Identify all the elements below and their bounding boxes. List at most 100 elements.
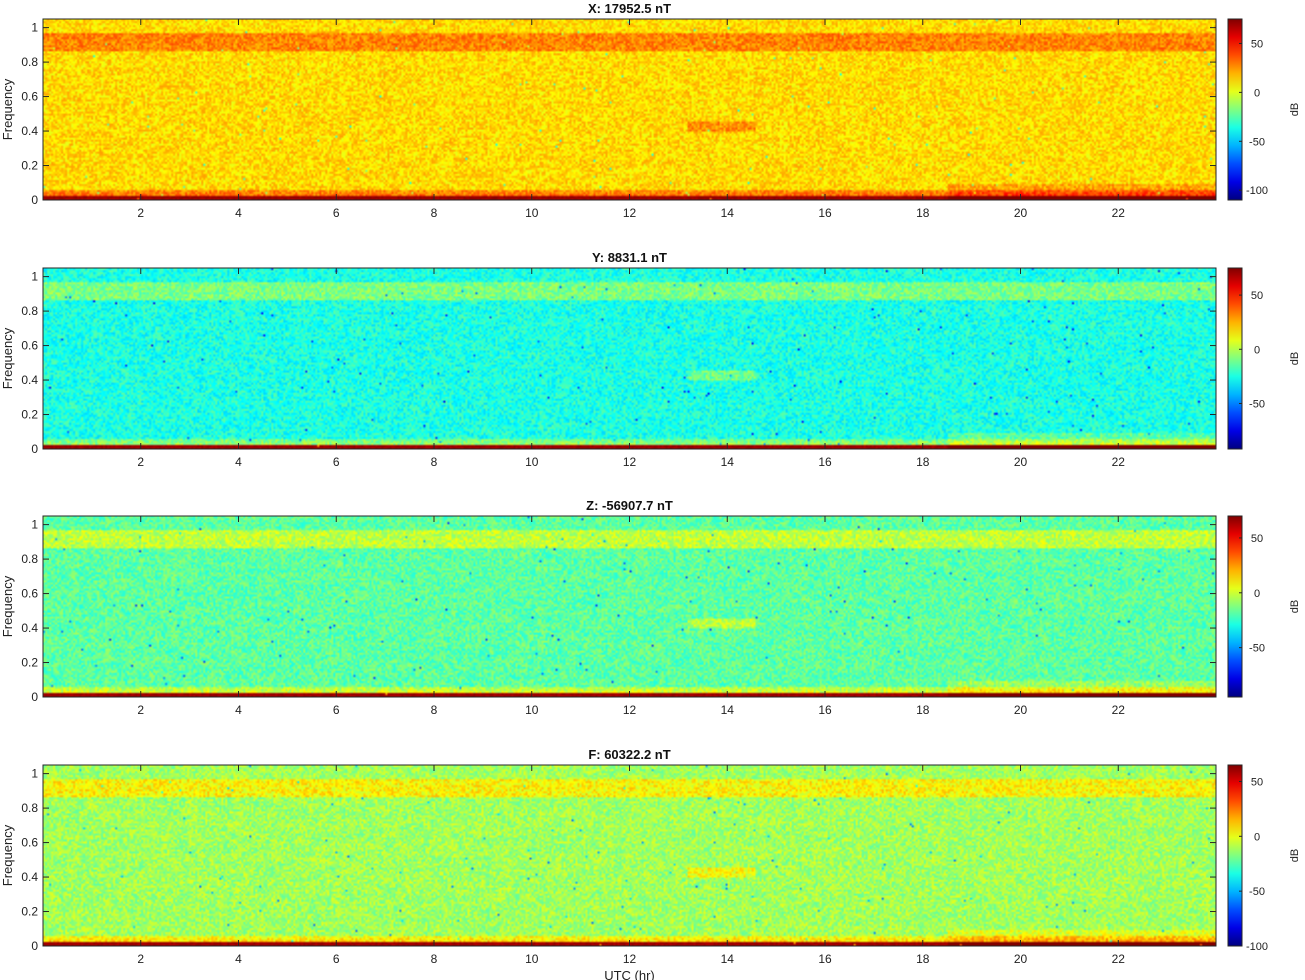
spectrogram-image [43,516,1216,697]
y-tick-label: 0.6 [21,339,38,353]
x-tick-label: 18 [916,206,930,220]
x-tick-label: 10 [525,703,539,717]
y-tick-label: 0.8 [21,304,38,318]
spectrogram-image [43,268,1216,449]
colorbar-label: dB [1289,103,1301,116]
x-tick-label: 10 [525,206,539,220]
y-tick-label: 0.2 [21,656,38,670]
y-tick-label: 0.8 [21,55,38,69]
x-tick-label: 6 [333,455,340,469]
colorbar-tick-label: -50 [1249,886,1265,898]
y-axis-label: Frequency [0,78,15,140]
x-tick-label: 16 [818,952,832,966]
spectrogram-panel-1: 2 4 6 8 10 12 14 16 18 20 22 0 0.2 0.4 0.6 0.8 1 Y: 8831.… [0,250,1301,469]
colorbar: 50 0 -50 dB [1227,267,1301,450]
colorbar-scale [1227,764,1243,947]
x-tick-label: 10 [525,952,539,966]
y-tick-label: 0.4 [21,870,38,884]
y-tick-label: 0.8 [21,552,38,566]
x-tick-label: 8 [431,206,438,220]
y-tick-label: 0.2 [21,905,38,919]
x-tick-label: 20 [1014,952,1028,966]
x-tick-label: 22 [1112,455,1126,469]
y-tick-label: 0 [31,690,38,704]
x-tick-label: 8 [431,952,438,966]
colorbar-label: dB [1289,600,1301,613]
colorbar-scale [1227,267,1243,450]
y-tick-label: 0.6 [21,836,38,850]
y-tick-label: 0 [31,939,38,953]
spectrogram-image [43,765,1216,946]
x-tick-label: 2 [137,952,144,966]
colorbar-tick-label: 0 [1254,87,1260,99]
colorbar: 50 0 -50 -100 dB [1227,18,1301,201]
y-tick-label: 0 [31,193,38,207]
x-tick-label: 6 [333,952,340,966]
x-tick-label: 14 [721,703,735,717]
y-tick-label: 1 [31,270,38,284]
colorbar-tick-label: 0 [1254,588,1260,600]
colorbar-tick-label: 50 [1251,533,1263,545]
y-tick-label: 0.4 [21,124,38,138]
spectrogram-panel-3: 2 4 6 8 10 12 14 16 18 20 22 0 0.2 0.4 0.6 0.8 1 F: 60322… [0,747,1301,980]
colorbar-tick-label: 0 [1254,831,1260,843]
panel-title: F: 60322.2 nT [588,747,670,762]
colorbar-tick-label: 0 [1254,344,1260,356]
x-tick-label: 2 [137,703,144,717]
x-tick-label: 18 [916,703,930,717]
spectrogram-panel-2: 2 4 6 8 10 12 14 16 18 20 22 0 0.2 0.4 0.6 0.8 1 Z: -5690… [0,498,1301,717]
colorbar-tick-label: 50 [1251,38,1263,50]
panel-title: Y: 8831.1 nT [592,250,667,265]
colorbar-tick-label: -50 [1249,136,1265,148]
x-tick-label: 22 [1112,703,1126,717]
x-tick-label: 20 [1014,455,1028,469]
spectrogram-image [43,19,1216,200]
colorbar-label: dB [1289,352,1301,365]
x-tick-label: 14 [721,952,735,966]
x-tick-label: 12 [623,952,637,966]
colorbar: 50 0 -50 dB [1227,515,1301,698]
colorbar-scale [1227,18,1243,201]
x-tick-label: 6 [333,703,340,717]
y-tick-label: 0.6 [21,587,38,601]
x-tick-label: 8 [431,455,438,469]
y-axis-label: Frequency [0,327,15,389]
y-tick-label: 1 [31,21,38,35]
colorbar-tick-label: 50 [1251,776,1263,788]
colorbar-scale [1227,515,1243,698]
colorbar: 50 0 -50 -100 dB [1227,764,1301,953]
x-tick-label: 2 [137,455,144,469]
y-tick-label: 0.2 [21,408,38,422]
y-tick-label: 1 [31,518,38,532]
y-tick-label: 0.8 [21,801,38,815]
x-tick-label: 2 [137,206,144,220]
x-tick-label: 10 [525,455,539,469]
colorbar-tick-label: -100 [1246,941,1268,953]
x-tick-label: 4 [235,206,242,220]
colorbar-tick-label: -50 [1249,398,1265,410]
x-tick-label: 12 [623,455,637,469]
x-tick-label: 4 [235,455,242,469]
y-axis-label: Frequency [0,824,15,886]
colorbar-tick-label: -50 [1249,643,1265,655]
x-tick-label: 6 [333,206,340,220]
panel-title: Z: -56907.7 nT [586,498,673,513]
x-tick-label: 16 [818,206,832,220]
x-tick-label: 8 [431,703,438,717]
x-tick-label: 18 [916,455,930,469]
y-tick-label: 0.4 [21,373,38,387]
x-tick-label: 16 [818,455,832,469]
y-axis-label: Frequency [0,575,15,637]
x-tick-label: 20 [1014,206,1028,220]
x-tick-label: 20 [1014,703,1028,717]
x-tick-label: 12 [623,703,637,717]
y-tick-label: 0.2 [21,159,38,173]
y-tick-label: 0 [31,442,38,456]
colorbar-tick-label: -100 [1246,185,1268,197]
x-axis-label: UTC (hr) [604,968,655,980]
x-tick-label: 12 [623,206,637,220]
colorbar-label: dB [1289,849,1301,862]
x-tick-label: 18 [916,952,930,966]
x-tick-label: 14 [721,455,735,469]
